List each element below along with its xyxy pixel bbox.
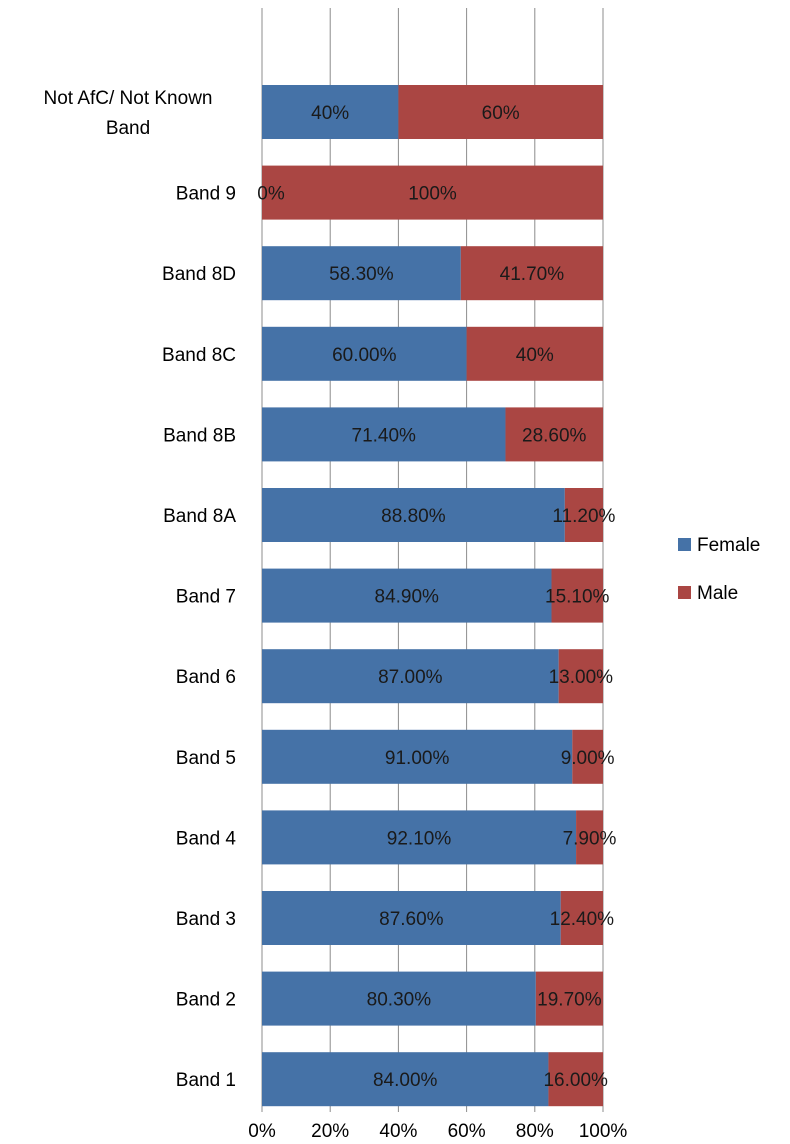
category-label-line: Band 1	[176, 1070, 236, 1091]
data-label: 12.40%	[550, 909, 615, 930]
bar-male	[548, 1052, 603, 1107]
category-label: Band 3	[176, 909, 236, 930]
category-label: Band 9	[176, 184, 236, 205]
bar-female	[262, 649, 559, 704]
bar-male	[262, 165, 603, 220]
bar-male	[560, 891, 603, 945]
category-label-line: Band	[106, 118, 150, 139]
legend-label-male: Male	[697, 583, 738, 604]
category-label-line: Band 3	[176, 909, 236, 930]
bar-male	[551, 568, 603, 623]
category-label: Band 8A	[163, 506, 236, 527]
category-label-line: Not AfC/ Not Known	[44, 88, 213, 109]
x-tick-label: 100%	[579, 1121, 628, 1142]
category-axis-labels: Not AfC/ Not Known Band Band 9 Band 8D Band …	[44, 88, 237, 1091]
data-label: 16.00%	[543, 1070, 608, 1091]
data-label: 40%	[311, 103, 349, 124]
category-label: Band 1	[176, 1070, 236, 1091]
data-label: 60%	[482, 103, 520, 124]
x-tick-label: 40%	[379, 1121, 417, 1142]
bar-female	[262, 810, 577, 865]
bar-female	[262, 729, 573, 784]
category-label-line: Band 7	[176, 587, 236, 608]
bar-female	[262, 407, 506, 462]
bar-female	[262, 568, 552, 623]
category-label: Band 8B	[163, 425, 236, 446]
category-label-line: Band 4	[176, 828, 237, 849]
bar-male	[558, 649, 603, 704]
category-label: Band 8D	[162, 264, 236, 285]
data-label: 7.90%	[563, 828, 617, 849]
x-tick-label: 60%	[448, 1121, 486, 1142]
bar-female	[262, 488, 565, 542]
bars	[262, 85, 603, 1107]
value-axis-tick-labels: 0% 20% 40% 60% 80% 100%	[248, 1121, 627, 1142]
bar-female	[262, 971, 536, 1026]
category-label-line: Band 8D	[162, 264, 236, 285]
category-label: Band 5	[176, 748, 236, 769]
legend-swatch-male	[678, 586, 691, 599]
data-label: 100%	[408, 184, 457, 205]
legend: Female Male	[678, 535, 760, 604]
category-label-line: Band 5	[176, 748, 236, 769]
data-label: 84.90%	[375, 587, 440, 608]
data-label: 28.60%	[522, 425, 587, 446]
bar-female	[262, 326, 467, 381]
category-label: Band 7	[176, 587, 236, 608]
category-label-line: Band 9	[176, 184, 236, 205]
bar-male	[460, 246, 603, 301]
category-label: Band 6	[176, 667, 236, 688]
bar-male	[398, 85, 603, 139]
category-label: Not AfC/ Not Known Band	[44, 88, 213, 139]
data-label: 91.00%	[385, 748, 450, 769]
data-label: 60.00%	[332, 345, 397, 366]
data-label: 41.70%	[500, 264, 565, 285]
data-label: 87.60%	[379, 909, 444, 930]
data-label: 71.40%	[352, 425, 417, 446]
data-label: 19.70%	[537, 990, 602, 1011]
category-label: Band 8C	[162, 345, 236, 366]
x-tick-label: 0%	[248, 1121, 276, 1142]
bar-male	[505, 407, 603, 462]
data-labels: 40% 60% 0% 100% 58.30% 41.70% 60.00% 40% 71.40% 2…	[257, 103, 616, 1091]
category-label: Band 2	[176, 990, 236, 1011]
category-label-line: Band 2	[176, 990, 236, 1011]
bar-female	[262, 85, 399, 139]
data-label: 92.10%	[387, 828, 452, 849]
category-label-line: Band 8C	[162, 345, 236, 366]
bar-male	[466, 326, 603, 381]
data-label: 88.80%	[381, 506, 446, 527]
bar-male	[535, 971, 603, 1026]
bar-male	[564, 488, 603, 542]
data-label: 58.30%	[329, 264, 394, 285]
category-label: Band 4	[176, 828, 237, 849]
x-tick-label: 80%	[516, 1121, 554, 1142]
data-label: 9.00%	[561, 748, 615, 769]
data-label: 13.00%	[549, 667, 614, 688]
bar-male	[576, 810, 603, 865]
legend-label-female: Female	[697, 535, 760, 556]
bar-female	[262, 891, 561, 945]
category-label-line: Band 8B	[163, 425, 236, 446]
bar-female	[262, 246, 461, 301]
data-label: 15.10%	[545, 587, 610, 608]
data-label: 40%	[516, 345, 554, 366]
bar-female	[262, 1052, 549, 1107]
data-label: 0%	[257, 184, 285, 205]
data-label: 80.30%	[367, 990, 432, 1011]
category-label-line: Band 6	[176, 667, 236, 688]
data-label: 84.00%	[373, 1070, 438, 1091]
x-tick-label: 20%	[311, 1121, 349, 1142]
data-label: 87.00%	[378, 667, 443, 688]
legend-swatch-female	[678, 538, 691, 551]
category-label-line: Band 8A	[163, 506, 236, 527]
data-label: 11.20%	[552, 506, 615, 527]
bar-male	[572, 729, 603, 784]
